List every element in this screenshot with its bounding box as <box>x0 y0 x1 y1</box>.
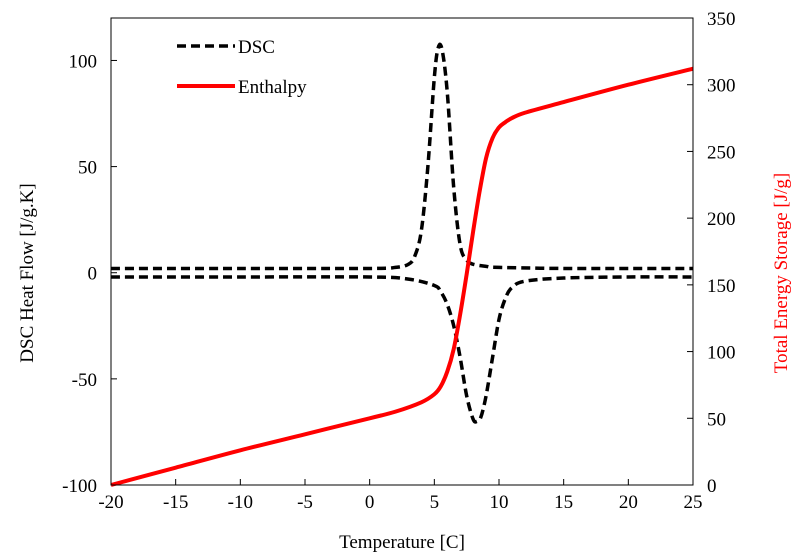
y2-tick-label: 250 <box>707 142 736 163</box>
y2-tick-label: 100 <box>707 343 736 364</box>
legend-label-dsc: DSC <box>238 37 275 58</box>
y-tick-label: 50 <box>78 158 97 179</box>
x-tick-label: -20 <box>98 492 123 513</box>
legend: DSC Enthalpy <box>177 37 307 98</box>
x-tick-label: -10 <box>228 492 253 513</box>
series-line-dsc-2 <box>110 275 694 424</box>
x-tick-label: 20 <box>619 492 638 513</box>
x-tick-label: -5 <box>297 492 313 513</box>
x-tick-label: 0 <box>365 492 375 513</box>
y2-tick-label: 150 <box>707 276 736 297</box>
x-tick-label: 10 <box>490 492 509 513</box>
series-line-enthalpy <box>110 66 694 487</box>
y-axis-title: DSC Heat Flow [J/g.K] <box>17 183 38 362</box>
series-layer <box>110 42 694 487</box>
legend-label-enthalpy: Enthalpy <box>238 77 307 98</box>
y2-tick-label: 0 <box>707 476 717 497</box>
y2-axis-ticks: 0 50 100 150 200 250 300 350 <box>687 9 736 497</box>
x-axis-ticks: -20 -15 -10 -5 0 5 10 15 20 25 <box>98 479 703 513</box>
y-tick-label: 0 <box>88 264 98 285</box>
y-tick-label: 100 <box>69 51 98 72</box>
y-tick-label: -100 <box>62 476 97 497</box>
x-tick-label: 15 <box>554 492 573 513</box>
x-tick-label: 5 <box>430 492 440 513</box>
y-tick-label: -50 <box>72 370 97 391</box>
y2-tick-label: 300 <box>707 76 736 97</box>
plot-frame <box>110 17 694 486</box>
x-axis-title: Temperature [C] <box>339 532 465 553</box>
x-tick-label: -15 <box>163 492 188 513</box>
y-axis-ticks: -100 -50 0 50 100 <box>62 51 117 497</box>
series-line-dsc-1 <box>111 42 693 271</box>
y2-tick-label: 200 <box>707 209 736 230</box>
y2-tick-label: 350 <box>707 9 736 30</box>
y2-tick-label: 50 <box>707 409 726 430</box>
y2-axis-title: Total Energy Storage [J/g] <box>771 173 792 373</box>
x-tick-label: 25 <box>684 492 703 513</box>
